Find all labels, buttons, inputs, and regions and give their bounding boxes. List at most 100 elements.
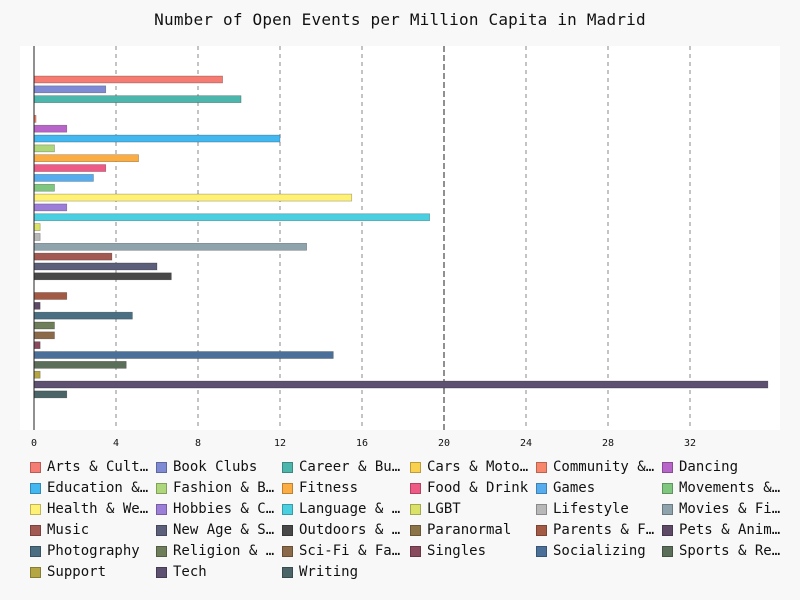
bar-5 [33,124,68,133]
legend-item[interactable]: Fitness [282,479,358,497]
bar-2 [33,95,242,103]
legend-item[interactable]: Language & E… [282,500,405,518]
legend-swatch [30,503,41,515]
legend-label: Outdoors & A… [299,522,405,538]
bar-22 [33,292,68,300]
legend-label: Book Clubs [173,459,258,475]
legend-swatch [282,524,293,536]
legend-label: Community & … [553,459,659,475]
legend-swatch [662,482,673,494]
legend-label: Sci-Fi & Fan… [299,543,405,559]
legend-item[interactable]: Parents & Fa… [536,521,659,539]
legend-label: Cars & Motor… [427,459,533,475]
legend-label: Language & E… [299,501,405,517]
legend-item[interactable]: Hobbies & Cr… [156,500,279,518]
bar-27 [33,341,41,349]
legend-item[interactable]: Singles [410,542,486,560]
legend-item[interactable]: Book Clubs [156,458,257,476]
x-tick-label: 24 [520,438,532,449]
legend-item[interactable]: Games [536,479,595,497]
legend-item[interactable]: Health & Wel… [30,500,153,518]
legend-swatch [30,545,41,557]
bar-23 [33,302,41,310]
legend-item[interactable]: Food & Drink [410,479,528,497]
legend-label: Food & Drink [427,480,529,496]
legend-swatch [536,545,547,557]
bar-16 [33,233,41,241]
bar-11 [33,183,55,192]
legend-item[interactable]: Movements & … [662,479,785,497]
legend-item[interactable]: Writing [282,563,358,581]
plot-area [20,46,780,430]
legend-swatch [536,524,547,536]
legend-label: Sports & Rec… [679,543,785,559]
legend-label: Photography [47,543,140,559]
legend-swatch [282,461,293,473]
bar-1 [33,85,107,94]
bars [33,75,769,399]
legend-label: Socializing [553,543,646,559]
bar-30 [33,370,41,379]
legend-item[interactable]: Dancing [662,458,738,476]
legend-label: LGBT [427,501,461,517]
x-tick-label: 28 [602,438,614,449]
legend-item[interactable]: Cars & Motor… [410,458,533,476]
legend-swatch [536,482,547,494]
legend-label: Religion & B… [173,543,279,559]
legend-label: Arts & Cultu… [47,459,153,475]
legend-swatch [282,566,293,578]
legend-label: Singles [427,543,487,559]
legend-swatch [156,461,167,473]
legend-swatch [156,566,167,578]
bar-9 [33,164,107,172]
x-tick-label: 12 [274,438,286,449]
legend-item[interactable]: Religion & B… [156,542,279,560]
legend-item[interactable]: Music [30,521,89,539]
legend-item[interactable]: Lifestyle [536,500,629,518]
x-tick-label: 16 [356,438,368,449]
legend-label: Paranormal [427,522,512,538]
legend-swatch [410,482,421,494]
legend-item[interactable]: Community & … [536,458,659,476]
legend-item[interactable]: Socializing [536,542,646,560]
legend-item[interactable]: Paranormal [410,521,511,539]
legend-item[interactable]: Outdoors & A… [282,521,405,539]
legend-swatch [662,545,673,557]
legend-item[interactable]: Support [30,563,106,581]
legend-label: Fitness [299,480,359,496]
legend-item[interactable]: Arts & Cultu… [30,458,153,476]
legend-item[interactable]: Career & Bus… [282,458,405,476]
legend-swatch [282,545,293,557]
x-tick-labels: 0 4 8 12 16 20 24 28 32 [31,438,696,449]
legend-item[interactable]: Fashion & Be… [156,479,279,497]
bar-7 [33,144,55,153]
legend-item[interactable]: Movies & Film [662,500,785,518]
legend-item[interactable]: Education & … [30,479,153,497]
legend-label: Games [553,480,596,496]
legend-item[interactable]: LGBT [410,500,461,518]
legend-swatch [30,461,41,473]
legend-item[interactable]: New Age & Sp… [156,521,279,539]
legend-swatch [410,545,421,557]
legend-swatch [282,482,293,494]
legend-swatch [156,524,167,536]
legend-swatch [410,503,421,515]
legend-label: Writing [299,564,359,580]
legend-item[interactable]: Pets & Anima… [662,521,785,539]
legend-item[interactable]: Sci-Fi & Fan… [282,542,405,560]
bar-28 [33,351,334,359]
legend-label: Hobbies & Cr… [173,501,279,517]
legend-swatch [410,524,421,536]
legend-item[interactable]: Tech [156,563,207,581]
bar-13 [33,203,68,212]
legend-label: Health & Wel… [47,501,153,517]
legend-swatch [662,503,673,515]
legend-item[interactable]: Photography [30,542,140,560]
x-tick-label: 0 [31,438,37,449]
bar-0 [33,75,223,84]
legend-item[interactable]: Sports & Rec… [662,542,785,560]
legend-label: Pets & Anima… [679,522,785,538]
x-tick-label: 32 [684,438,696,449]
bar-25 [33,321,55,330]
